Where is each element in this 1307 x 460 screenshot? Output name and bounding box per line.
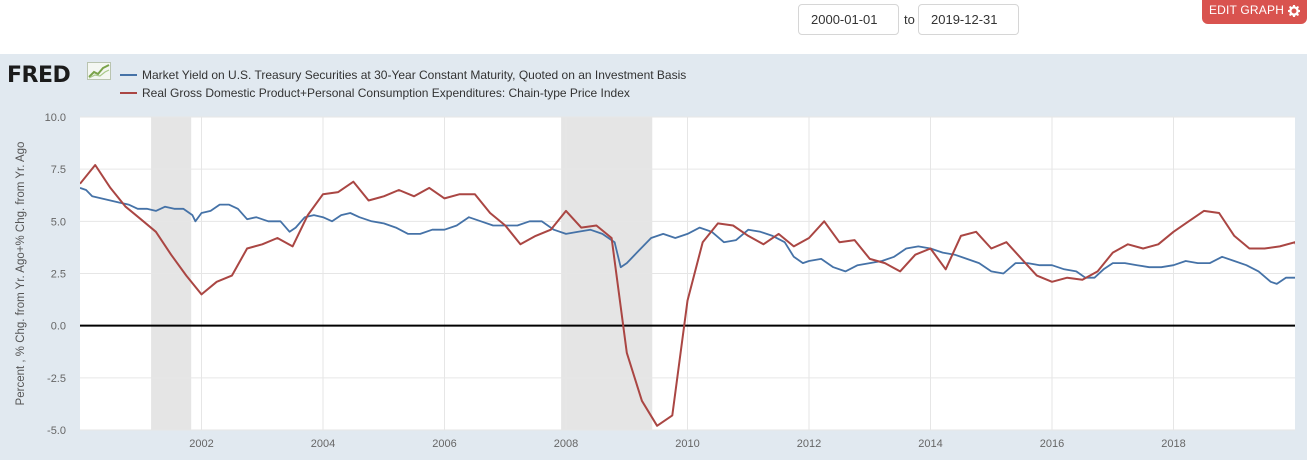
x-tick-label: 2002 bbox=[189, 438, 213, 450]
legend-label-series-1: Market Yield on U.S. Treasury Securities… bbox=[142, 68, 687, 82]
edit-graph-button[interactable]: EDIT GRAPH bbox=[1202, 0, 1307, 24]
gear-icon bbox=[1288, 5, 1301, 17]
x-tick-label: 2014 bbox=[918, 438, 942, 450]
x-tick-label: 2018 bbox=[1161, 438, 1185, 450]
top-controls-bar: to EDIT GRAPH bbox=[0, 0, 1307, 54]
x-tick-label: 2010 bbox=[675, 438, 699, 450]
legend-swatch-series-1 bbox=[120, 74, 137, 76]
x-tick-label: 2006 bbox=[432, 438, 456, 450]
y-tick-label: -5.0 bbox=[47, 425, 66, 437]
chart-trend-icon bbox=[87, 62, 111, 80]
line-chart: 10.0 7.5 5.0 2.5 0.0 -2.5 -5.0 2002 2004 2006 2008… bbox=[15, 112, 1307, 450]
y-tick-label: 10.0 bbox=[45, 112, 66, 124]
x-tick-label: 2016 bbox=[1040, 438, 1064, 450]
legend-swatch-series-2 bbox=[120, 92, 137, 94]
end-date-input[interactable] bbox=[918, 4, 1019, 35]
y-axis-label: Percent , % Chg. from Yr. Ago+% Chg. fro… bbox=[15, 142, 27, 406]
y-tick-label: 7.5 bbox=[51, 164, 66, 176]
series-line-2[interactable] bbox=[80, 164, 1307, 427]
y-tick-label: 5.0 bbox=[51, 216, 66, 228]
start-date-input[interactable] bbox=[798, 4, 899, 35]
chart-legend: Market Yield on U.S. Treasury Securities… bbox=[120, 66, 686, 102]
x-tick-label: 2008 bbox=[554, 438, 578, 450]
legend-label-series-2: Real Gross Domestic Product+Personal Con… bbox=[142, 86, 630, 100]
y-tick-label: 0.0 bbox=[51, 321, 66, 333]
date-range-to-label: to bbox=[904, 12, 915, 27]
legend-item-series-2[interactable]: Real Gross Domestic Product+Personal Con… bbox=[120, 84, 686, 102]
y-tick-label: 2.5 bbox=[51, 269, 66, 281]
fred-logo: FRED bbox=[7, 63, 71, 88]
x-tick-label: 2004 bbox=[311, 438, 335, 450]
y-tick-label: -2.5 bbox=[47, 373, 66, 385]
edit-graph-label: EDIT GRAPH bbox=[1208, 3, 1285, 17]
x-tick-label: 2012 bbox=[797, 438, 821, 450]
legend-item-series-1[interactable]: Market Yield on U.S. Treasury Securities… bbox=[120, 66, 686, 84]
